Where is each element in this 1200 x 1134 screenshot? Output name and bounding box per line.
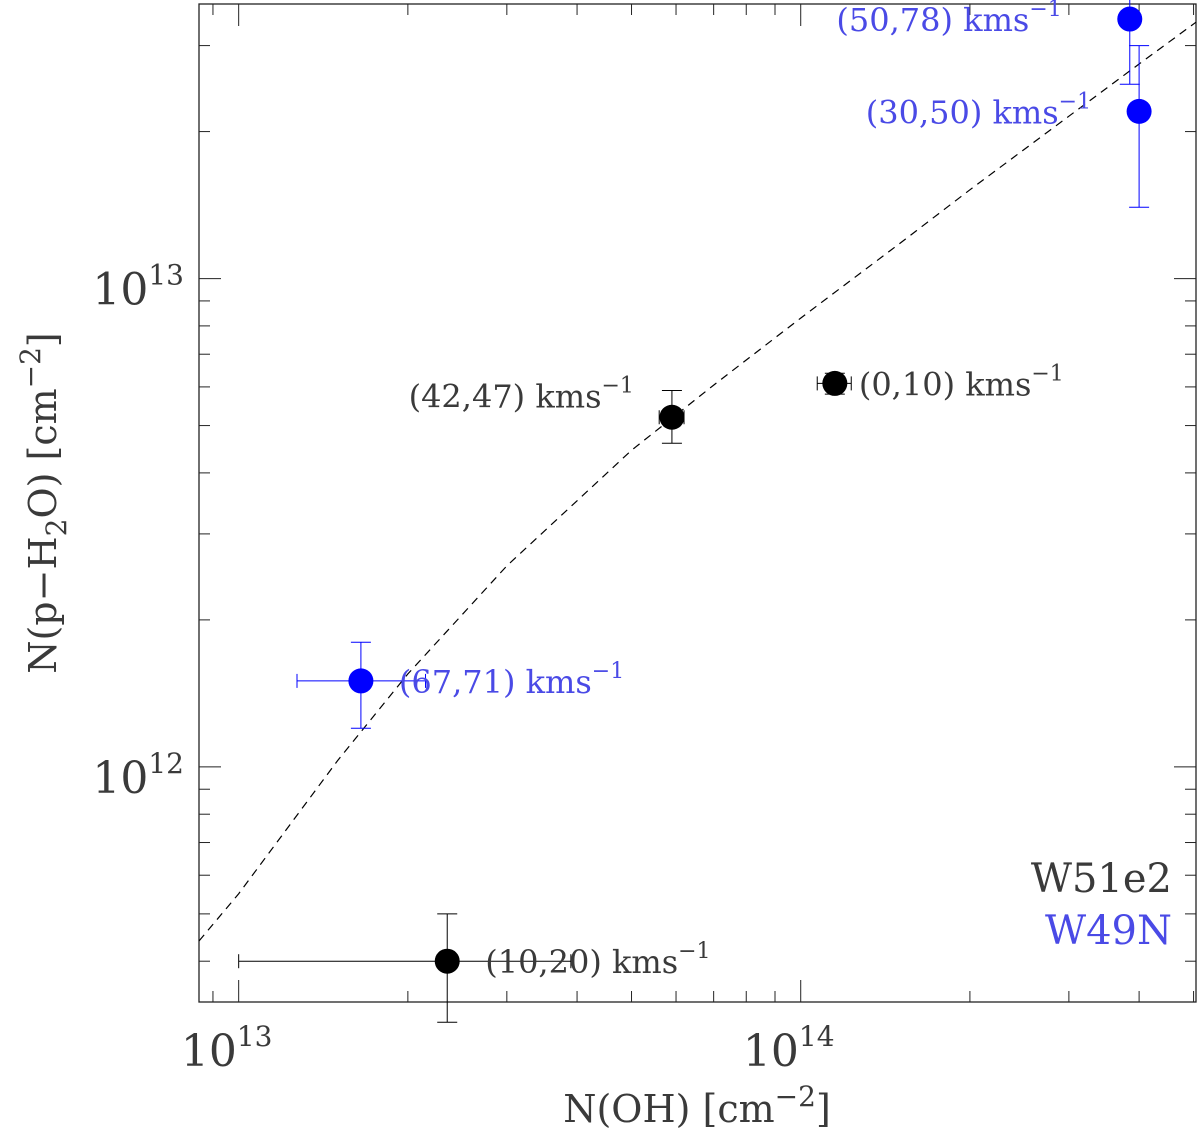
- point-label: (0,10) kms−1: [859, 361, 1064, 403]
- marker: [659, 404, 685, 430]
- data-point-w49n: [1126, 45, 1152, 208]
- marker: [434, 948, 460, 974]
- legend-item-w51e2: W51e2: [1031, 856, 1172, 902]
- plot-area: (10,20) kms−1 (42,47) kms−1 (0,10) kms−1 (6…: [198, 0, 1197, 1023]
- y-tick-label: 1012: [92, 747, 184, 804]
- legend: W51e2 W49N: [1031, 856, 1172, 954]
- x-tick-label: 1014: [743, 1020, 835, 1077]
- point-label: (30,50) kms−1: [866, 89, 1091, 131]
- marker: [1117, 6, 1143, 32]
- data-point-w49n: [1117, 0, 1143, 85]
- marker: [1126, 98, 1152, 124]
- data-point-w51e2: [658, 389, 685, 444]
- data-point-w49n: [296, 641, 427, 729]
- legend-item-w49n: W49N: [1045, 908, 1172, 954]
- axis-ticks: [199, 4, 1196, 1002]
- marker: [822, 370, 848, 396]
- x-tick-labels: 1013 1014: [181, 1020, 835, 1077]
- y-tick-labels: 1012 1013: [92, 259, 184, 804]
- plot-frame: [198, 3, 1197, 1003]
- data-points-layer: [238, 0, 1152, 1023]
- point-label: (67,71) kms−1: [399, 659, 624, 701]
- fit-curve: [198, 21, 1197, 942]
- data-point-w51e2: [238, 913, 572, 1023]
- point-label: (10,20) kms−1: [485, 939, 710, 981]
- data-point-w51e2: [816, 370, 852, 396]
- y-tick-label: 1013: [92, 259, 184, 316]
- fit-curve-layer: [198, 21, 1197, 942]
- point-label: (42,47) kms−1: [409, 373, 634, 415]
- x-axis-title: N(OH) [cm−2]: [563, 1080, 831, 1131]
- point-label: (50,78) kms−1: [836, 0, 1061, 39]
- y-axis-title: N(p−H2O) [cm−2]: [14, 332, 73, 674]
- point-labels-layer: (10,20) kms−1 (42,47) kms−1 (0,10) kms−1 (6…: [399, 0, 1091, 981]
- x-tick-label: 1013: [181, 1020, 273, 1077]
- marker: [348, 668, 374, 694]
